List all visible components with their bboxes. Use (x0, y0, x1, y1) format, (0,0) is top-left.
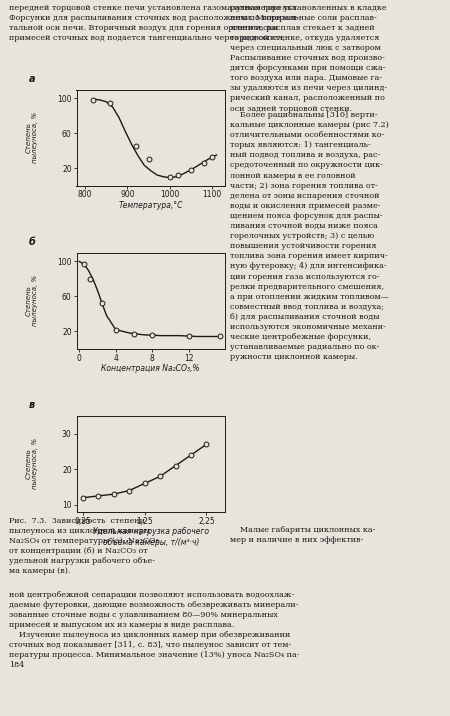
Text: ной центробежной сепарации позволяют использовать водоохлаж-
даемые футеровки, д: ной центробежной сепарации позволяют исп… (9, 591, 300, 669)
X-axis label: Температура,°С: Температура,°С (118, 200, 183, 210)
Y-axis label: Степень
пылеуноса, %: Степень пылеуноса, % (26, 275, 38, 326)
Text: в: в (29, 400, 35, 410)
Text: Малые габариты циклонных ка-
мер и наличие в них эффектив-: Малые габариты циклонных ка- мер и налич… (230, 526, 375, 544)
Y-axis label: Степень
пылеуноса, %: Степень пылеуноса, % (26, 438, 38, 490)
Text: передней торцовой стенке печи установлена газомазутная горелка
Форсунки для расп: передней торцовой стенке печи установлен… (9, 4, 299, 42)
Text: Рис.  7.3.  Зависимость  степени
пылеуноса из циклонной камеры
Na₂SO₄ от темпера: Рис. 7.3. Зависимость степени пылеуноса … (9, 517, 159, 576)
X-axis label: Концентрация Na₂CO₃,%: Концентрация Na₂CO₃,% (101, 364, 200, 373)
Text: Более рациональны [310] верти-
кальные циклонные камеры (рис 7.2)
отличительными: Более рациональны [310] верти- кальные ц… (230, 111, 388, 362)
Text: б: б (29, 237, 36, 247)
Y-axis label: Степень
пылеуноса, %: Степень пылеуноса, % (26, 112, 38, 163)
Text: равномерно установленных в кладке
печи. Минеральные соли расплав-
ляются, распла: равномерно установленных в кладке печи. … (230, 4, 387, 112)
X-axis label: Удельная нагрузка рабочего
объема камеры, т/(м³·ч): Удельная нагрузка рабочего объема камеры… (93, 527, 209, 546)
Text: a: a (29, 74, 36, 84)
